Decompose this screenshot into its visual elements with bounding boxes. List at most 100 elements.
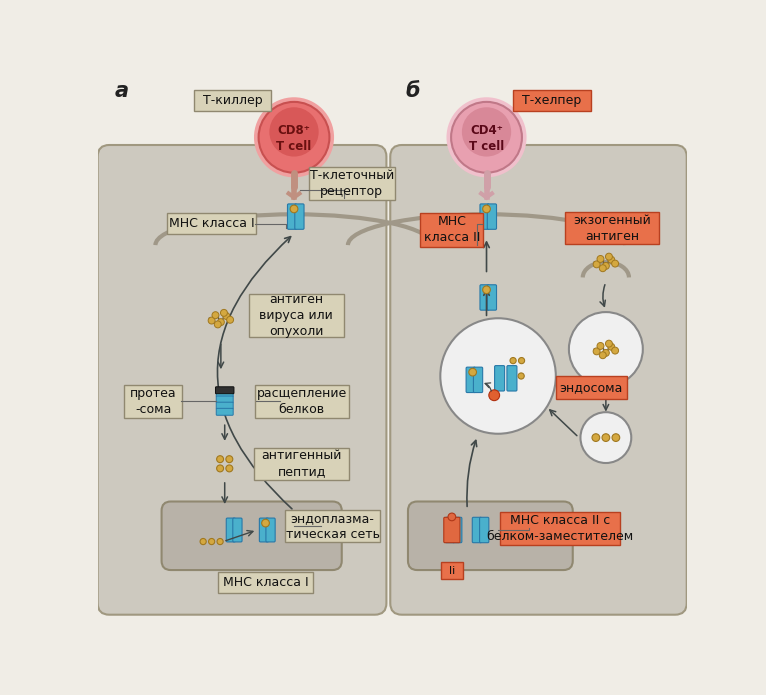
Text: эндоплазма-
тическая сеть: эндоплазма- тическая сеть <box>286 512 379 541</box>
Circle shape <box>200 539 206 545</box>
FancyBboxPatch shape <box>287 204 296 229</box>
FancyBboxPatch shape <box>216 402 233 409</box>
Circle shape <box>226 456 233 463</box>
Text: экзогенный
антиген: экзогенный антиген <box>573 213 651 243</box>
Circle shape <box>611 347 619 354</box>
FancyBboxPatch shape <box>487 204 496 229</box>
Circle shape <box>290 205 298 213</box>
FancyBboxPatch shape <box>266 518 275 542</box>
Circle shape <box>208 317 215 324</box>
Circle shape <box>593 348 600 355</box>
FancyBboxPatch shape <box>512 90 591 111</box>
Text: антигенный
пептид: антигенный пептид <box>261 449 342 478</box>
FancyBboxPatch shape <box>249 295 344 338</box>
FancyBboxPatch shape <box>453 517 462 543</box>
Circle shape <box>469 368 476 376</box>
FancyBboxPatch shape <box>444 517 460 543</box>
Circle shape <box>607 256 615 263</box>
FancyBboxPatch shape <box>487 285 496 310</box>
Text: CD4⁺
T cell: CD4⁺ T cell <box>469 124 504 154</box>
Circle shape <box>602 434 610 441</box>
FancyBboxPatch shape <box>233 518 242 542</box>
Circle shape <box>518 373 524 379</box>
FancyBboxPatch shape <box>390 145 686 614</box>
Text: МНС
класса II: МНС класса II <box>424 215 480 244</box>
FancyBboxPatch shape <box>473 367 483 393</box>
FancyBboxPatch shape <box>309 167 395 199</box>
Circle shape <box>440 318 556 434</box>
Circle shape <box>599 352 606 359</box>
Text: а: а <box>115 81 129 101</box>
Text: МНС класса I: МНС класса I <box>169 217 254 230</box>
FancyBboxPatch shape <box>473 517 482 543</box>
FancyBboxPatch shape <box>98 145 386 614</box>
Text: протеа
-сома: протеа -сома <box>129 387 176 416</box>
FancyBboxPatch shape <box>285 510 380 542</box>
Circle shape <box>597 343 604 350</box>
Circle shape <box>270 107 319 156</box>
FancyBboxPatch shape <box>421 213 483 247</box>
FancyBboxPatch shape <box>254 448 349 480</box>
Circle shape <box>510 357 516 363</box>
Circle shape <box>217 456 224 463</box>
FancyBboxPatch shape <box>218 571 313 593</box>
Text: МНС класса I: МНС класса I <box>223 576 309 589</box>
Text: эндосома: эндосома <box>559 381 623 394</box>
Circle shape <box>489 390 499 400</box>
Text: расщепление
белков: расщепление белков <box>257 387 347 416</box>
FancyBboxPatch shape <box>167 213 257 234</box>
Text: Т-клеточный
рецептор: Т-клеточный рецептор <box>309 169 394 198</box>
Circle shape <box>217 539 223 545</box>
Circle shape <box>611 260 619 267</box>
FancyBboxPatch shape <box>445 517 454 543</box>
FancyBboxPatch shape <box>408 502 573 570</box>
Circle shape <box>599 265 606 272</box>
Circle shape <box>483 286 490 293</box>
FancyBboxPatch shape <box>495 366 505 391</box>
Text: li: li <box>449 566 455 576</box>
FancyBboxPatch shape <box>216 396 233 403</box>
FancyBboxPatch shape <box>255 385 349 418</box>
Circle shape <box>226 465 233 472</box>
Circle shape <box>605 253 612 260</box>
Circle shape <box>602 263 609 270</box>
Circle shape <box>607 343 615 350</box>
FancyBboxPatch shape <box>499 512 620 546</box>
FancyBboxPatch shape <box>565 212 659 245</box>
FancyBboxPatch shape <box>441 562 463 579</box>
FancyBboxPatch shape <box>215 387 234 393</box>
FancyBboxPatch shape <box>556 376 627 399</box>
Circle shape <box>597 256 604 263</box>
FancyBboxPatch shape <box>260 518 269 542</box>
Circle shape <box>227 316 234 323</box>
Circle shape <box>592 434 600 441</box>
Text: CD8⁺
T cell: CD8⁺ T cell <box>277 124 312 154</box>
FancyBboxPatch shape <box>216 390 233 397</box>
Circle shape <box>447 97 526 177</box>
FancyBboxPatch shape <box>466 367 476 393</box>
Circle shape <box>602 350 609 357</box>
FancyBboxPatch shape <box>480 285 489 310</box>
Circle shape <box>208 539 214 545</box>
Circle shape <box>214 321 221 328</box>
Circle shape <box>259 102 329 173</box>
FancyBboxPatch shape <box>507 366 517 391</box>
Circle shape <box>519 357 525 363</box>
FancyBboxPatch shape <box>216 409 233 416</box>
Text: б: б <box>406 81 421 101</box>
Circle shape <box>218 318 224 325</box>
Circle shape <box>223 313 230 320</box>
FancyBboxPatch shape <box>226 518 235 542</box>
Circle shape <box>612 434 620 441</box>
Circle shape <box>212 311 219 318</box>
Circle shape <box>217 465 224 472</box>
Circle shape <box>262 519 270 527</box>
FancyBboxPatch shape <box>480 204 489 229</box>
Circle shape <box>483 205 490 213</box>
Circle shape <box>569 312 643 386</box>
Circle shape <box>581 412 631 463</box>
Circle shape <box>254 97 334 177</box>
FancyBboxPatch shape <box>295 204 304 229</box>
FancyBboxPatch shape <box>162 502 342 570</box>
Text: Т-хелпер: Т-хелпер <box>522 94 581 107</box>
